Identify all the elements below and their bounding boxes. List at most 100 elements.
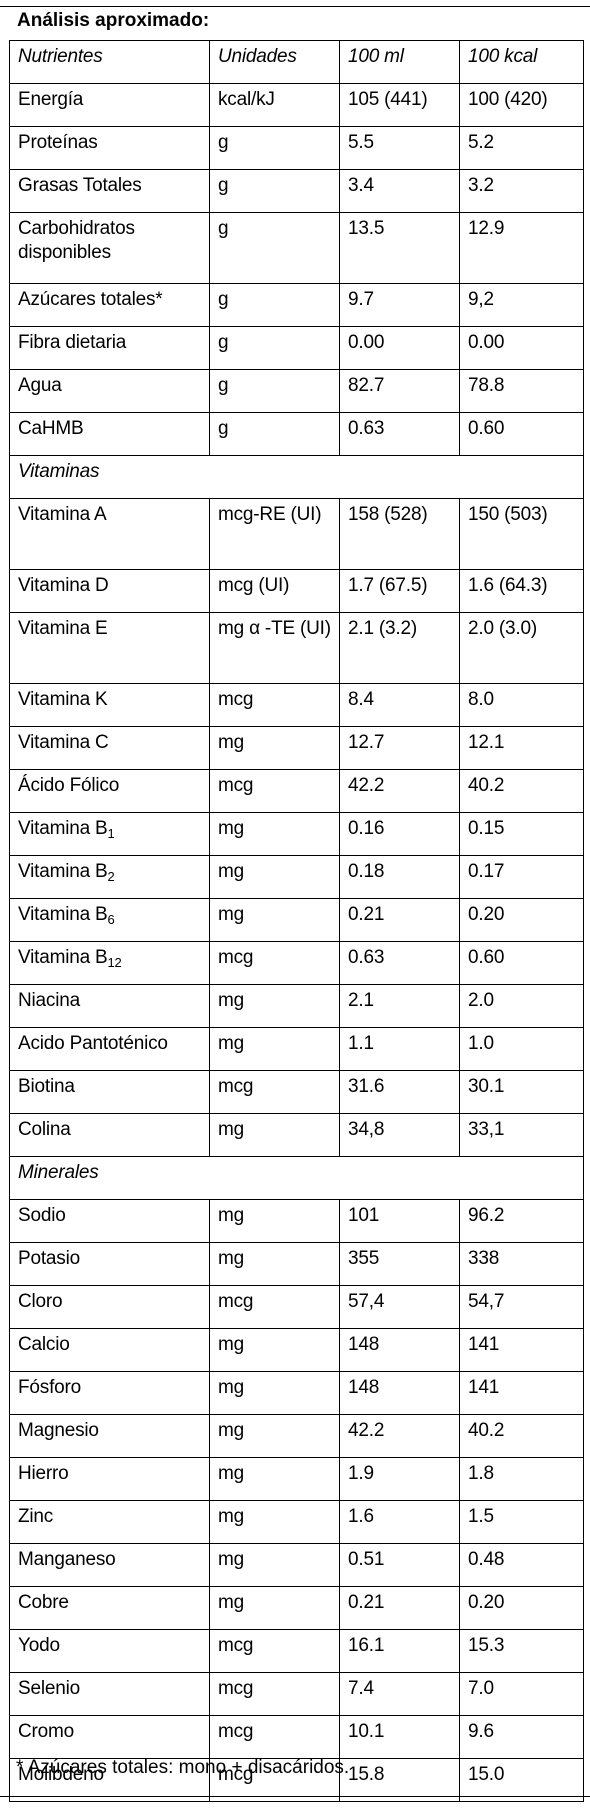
nutrient-name: Cloro [18, 1291, 63, 1312]
nutrient-name: Energía [18, 89, 84, 110]
value-100kcal-cell: 7.0 [459, 1672, 584, 1716]
nutrient-subscript: 1 [107, 826, 115, 841]
nutrient-name-cell: Molibdeno [9, 1758, 210, 1802]
value-100ml-cell: 16.1 [339, 1629, 460, 1673]
nutrient-name-cell: Grasas Totales [9, 169, 210, 213]
unit-cell: mg [209, 1414, 340, 1458]
section-vitaminas: Vitaminas [9, 455, 584, 499]
nutrient-name-cell: Calcio [9, 1328, 210, 1372]
nutrient-name: Sodio [18, 1205, 66, 1226]
nutrient-name: Hierro [18, 1463, 69, 1484]
value-100kcal-cell: 3.2 [459, 169, 584, 213]
table-row: Vitamina A mcg-RE (UI) 158 (528) 150 (503) [9, 498, 584, 570]
value-100ml-cell: 0.00 [339, 326, 460, 370]
table-row: Sodio mg 101 96.2 [9, 1199, 584, 1243]
table-row: Hierro mg 1.9 1.8 [9, 1457, 584, 1501]
unit-cell: mg [209, 984, 340, 1028]
value-100ml-cell: 82.7 [339, 369, 460, 413]
unit-cell: g [209, 369, 340, 413]
nutrient-name-cell: Fibra dietaria [9, 326, 210, 370]
nutrient-name-cell: Carbohidratos disponibles [9, 212, 210, 284]
value-100kcal-cell: 141 [459, 1328, 584, 1372]
value-100kcal-cell: 338 [459, 1242, 584, 1286]
value-100ml-cell: 158 (528) [339, 498, 460, 570]
unit-cell: mg [209, 1199, 340, 1243]
nutrient-name: Fósforo [18, 1377, 82, 1398]
nutrient-name: Potasio [18, 1248, 80, 1269]
table-row: Vitamina K mcg 8.4 8.0 [9, 683, 584, 727]
value-100kcal-cell: 0.48 [459, 1543, 584, 1587]
unit-cell: mg [209, 898, 340, 942]
unit-cell: mcg [209, 1672, 340, 1716]
nutrient-name-cell: Colina [9, 1113, 210, 1157]
nutrient-name: Magnesio [18, 1420, 99, 1441]
unit-cell: mg [209, 1242, 340, 1286]
nutrient-name-cell: Sodio [9, 1199, 210, 1243]
nutrient-name-cell: Vitamina B6 [9, 898, 210, 942]
nutrient-name: Fibra dietaria [18, 332, 127, 353]
value-100ml-cell: 42.2 [339, 1414, 460, 1458]
value-100ml-cell: 13.5 [339, 212, 460, 284]
nutrient-name-cell: Acido Pantoténico [9, 1027, 210, 1071]
unit-cell: mcg (UI) [209, 569, 340, 613]
table-row: Vitamina E mg α -TE (UI) 2.1 (3.2) 2.0 (3.0… [9, 612, 584, 684]
nutrient-name: Azúcares totales* [18, 289, 163, 310]
nutrient-name: Colina [18, 1119, 71, 1140]
top-rule [0, 6, 590, 7]
unit-cell: g [209, 412, 340, 456]
table-row: Cromo mcg 10.1 9.6 [9, 1715, 584, 1759]
section-vitaminas-label: Vitaminas [9, 455, 584, 499]
value-100kcal-cell: 1.8 [459, 1457, 584, 1501]
value-100ml-cell: 0.21 [339, 898, 460, 942]
unit-cell: mg [209, 1500, 340, 1544]
nutrient-name: Niacina [18, 990, 80, 1011]
nutrient-name: Grasas Totales [18, 175, 142, 196]
unit-cell: kcal/kJ [209, 83, 340, 127]
nutrient-name-cell: Vitamina B12 [9, 941, 210, 985]
value-100ml-cell: 1.7 (67.5) [339, 569, 460, 613]
nutrient-name: Manganeso [18, 1549, 116, 1570]
value-100ml-cell: 2.1 [339, 984, 460, 1028]
value-100kcal-cell: 1.6 (64.3) [459, 569, 584, 613]
nutrient-name-cell: Hierro [9, 1457, 210, 1501]
table-row: Azúcares totales* g 9.7 9,2 [9, 283, 584, 327]
value-100kcal-cell: 5.2 [459, 126, 584, 170]
value-100ml-cell: 57,4 [339, 1285, 460, 1329]
table-row: Agua g 82.7 78.8 [9, 369, 584, 413]
table-row: Fibra dietaria g 0.00 0.00 [9, 326, 584, 370]
value-100kcal-cell: 100 (420) [459, 83, 584, 127]
value-100ml-cell: 101 [339, 1199, 460, 1243]
unit-cell: mcg [209, 1758, 340, 1802]
value-100kcal-cell: 40.2 [459, 1414, 584, 1458]
table-row: Fósforo mg 148 141 [9, 1371, 584, 1415]
value-100kcal-cell: 2.0 [459, 984, 584, 1028]
table-row: Vitamina B1 mg 0.16 0.15 [9, 812, 584, 856]
value-100ml-cell: 0.16 [339, 812, 460, 856]
bottom-rule [0, 1796, 590, 1797]
footnote: * Azúcares totales: mono + disacáridos. [16, 1757, 350, 1778]
unit-cell: g [209, 169, 340, 213]
value-100ml-cell: 0.63 [339, 941, 460, 985]
value-100ml-cell: 0.21 [339, 1586, 460, 1630]
nutrient-name: Acido Pantoténico [18, 1033, 168, 1054]
table-row: Cloro mcg 57,4 54,7 [9, 1285, 584, 1329]
table-row: Magnesio mg 42.2 40.2 [9, 1414, 584, 1458]
column-header-unidades: Unidades [209, 40, 340, 84]
nutrient-subscript: 2 [107, 869, 115, 884]
value-100kcal-cell: 0.60 [459, 412, 584, 456]
unit-cell: mcg [209, 769, 340, 813]
value-100kcal-cell: 0.00 [459, 326, 584, 370]
unit-cell: mg [209, 726, 340, 770]
nutrient-name-cell: Cloro [9, 1285, 210, 1329]
table-row: Vitamina B2 mg 0.18 0.17 [9, 855, 584, 899]
nutrient-name: Proteínas [18, 132, 98, 153]
table-row: Colina mg 34,8 33,1 [9, 1113, 584, 1157]
unit-cell: mcg [209, 1285, 340, 1329]
unit-cell: mg [209, 1586, 340, 1630]
unit-cell: mcg [209, 941, 340, 985]
table-row: Potasio mg 355 338 [9, 1242, 584, 1286]
value-100ml-cell: 148 [339, 1371, 460, 1415]
value-100kcal-cell: 0.60 [459, 941, 584, 985]
unit-cell: mcg [209, 683, 340, 727]
